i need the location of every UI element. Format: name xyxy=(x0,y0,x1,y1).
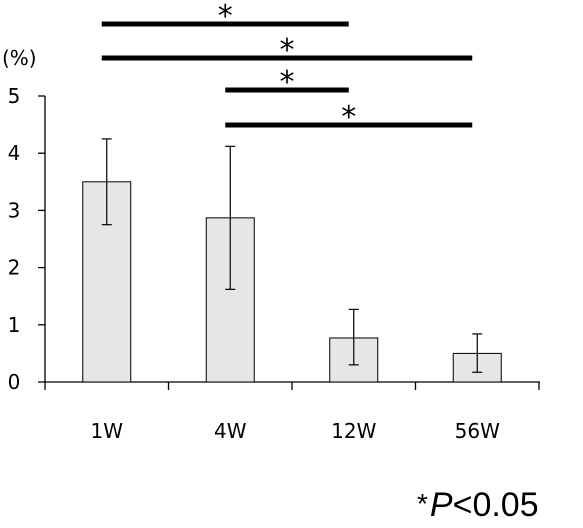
footnote-p-symbol: P xyxy=(429,486,453,524)
significance-footnote: *P<0.05 xyxy=(417,488,539,522)
significance-star: * xyxy=(280,33,295,68)
y-tick-label: 3 xyxy=(8,198,21,222)
y-tick-label: 5 xyxy=(8,84,21,108)
y-axis-unit-label: (%) xyxy=(2,46,37,70)
footnote-star: * xyxy=(417,488,428,519)
y-tick-label: 0 xyxy=(8,370,21,394)
significance-star: * xyxy=(341,100,356,135)
y-tick-label: 4 xyxy=(8,141,21,165)
x-tick-label: 1W xyxy=(91,419,124,443)
x-tick-label: 12W xyxy=(331,419,376,443)
x-tick-label: 56W xyxy=(455,419,500,443)
bars-group: 1W 4W 12W 56W xyxy=(82,138,502,443)
y-tick-label: 2 xyxy=(8,256,21,280)
significance-star: * xyxy=(280,65,295,100)
significance-brackets: **** xyxy=(101,0,473,135)
significance-star: * xyxy=(218,0,233,34)
y-tick-label: 1 xyxy=(8,313,21,337)
footnote-threshold: <0.05 xyxy=(452,486,539,524)
x-tick-label: 4W xyxy=(214,419,247,443)
